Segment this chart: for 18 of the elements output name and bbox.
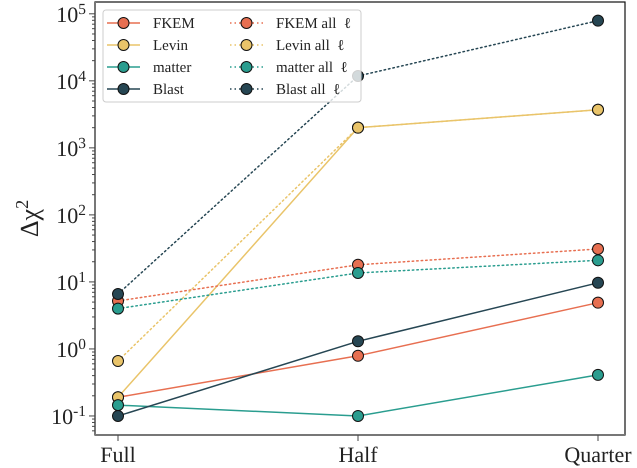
legend-label: Blast bbox=[153, 82, 185, 98]
y-tick-label: 10$^{0}$ bbox=[56, 335, 86, 362]
y-tick-label: 10$^{3}$ bbox=[56, 134, 86, 161]
legend-label: matter bbox=[153, 60, 192, 76]
legend-label: Levin all ℓ bbox=[276, 38, 344, 54]
y-tick-label: 10$^{5}$ bbox=[56, 0, 86, 27]
legend-label: FKEM bbox=[153, 16, 195, 32]
y-tick-label: 10$^{2}$ bbox=[56, 201, 86, 228]
legend-label: matter all ℓ bbox=[276, 60, 348, 76]
y-tick-label: 10$^{4}$ bbox=[56, 67, 86, 94]
legend-label: Blast all ℓ bbox=[276, 82, 340, 98]
legend-label: Levin bbox=[153, 38, 188, 54]
x-tick-label: Half bbox=[338, 442, 378, 467]
x-tick-label: Quarter bbox=[564, 442, 632, 467]
y-tick-label: 10$^{-1}$ bbox=[51, 402, 86, 429]
legend-label: FKEM all ℓ bbox=[276, 16, 352, 32]
x-tick-label: Full bbox=[100, 442, 136, 467]
y-tick-label: 10$^{1}$ bbox=[56, 268, 86, 295]
